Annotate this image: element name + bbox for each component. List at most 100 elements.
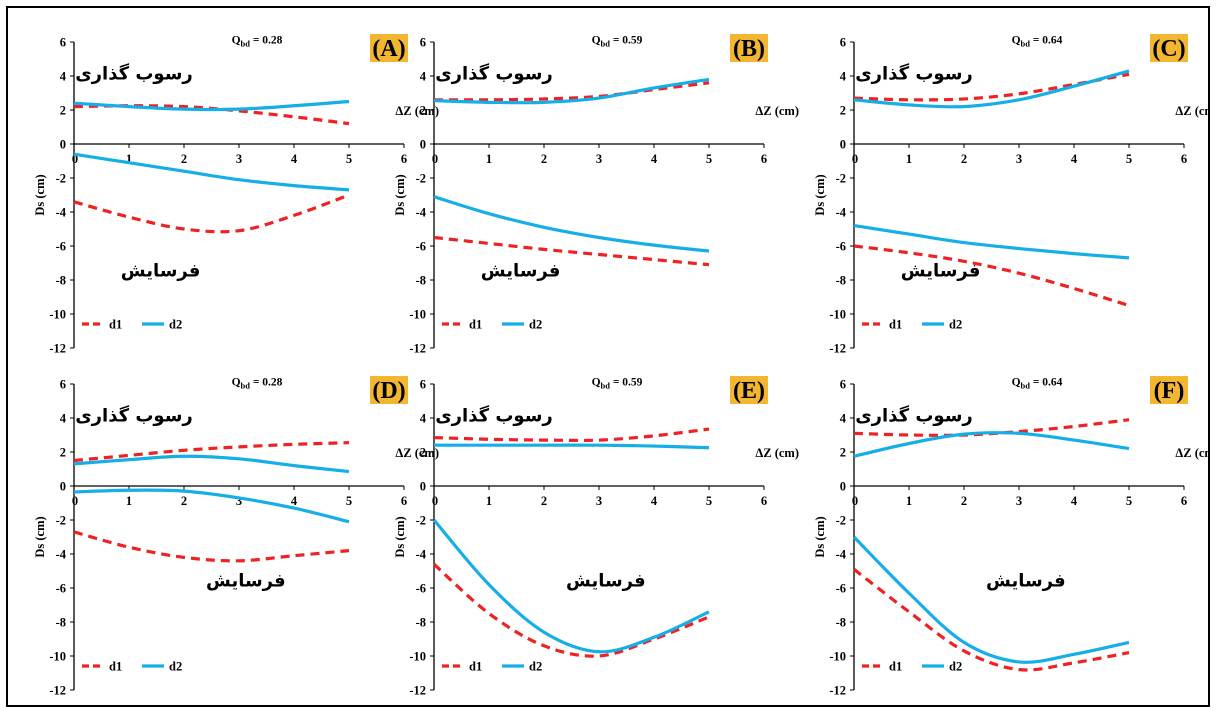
x-tick-label: 3: [1016, 152, 1022, 166]
x-tick-label: 1: [486, 494, 492, 508]
y-tick-label: -10: [409, 308, 426, 322]
y-tick-label: -2: [56, 172, 66, 186]
legend-label-d1: d1: [889, 318, 902, 332]
chart-panel-b: 6 4 2 0 -2 -4 -6 -8 -10 -12 0 1 2 3 4 5 6 ΔZ (cm) Ds (cm) Q…: [393, 34, 799, 356]
series-line-d1-scour: [853, 244, 1130, 308]
y-tick-label: 4: [60, 412, 67, 426]
legend-label-d1: d1: [109, 318, 122, 332]
y-tick-label: 6: [840, 378, 846, 392]
y-tick-label: -2: [836, 514, 846, 528]
x-tick-label: 0: [72, 494, 78, 508]
series-line-d1-deposition: [433, 427, 710, 443]
qbd-label: Qbd = 0.59: [592, 377, 643, 391]
y-tick-label: -4: [56, 548, 67, 562]
y-tick-label: -6: [56, 582, 66, 596]
y-tick-label: 6: [60, 378, 66, 392]
y-tick-label: -12: [49, 684, 66, 698]
y-tick-label: 6: [840, 36, 846, 50]
panel-label-box: [730, 34, 768, 62]
figure-panel-grid: 6 4 2 0 -2 -4 -6 -8 -10 -12 0 1 2 3 4 5 6 ΔZ (cm) Ds (cm) Q…: [6, 6, 1210, 707]
x-tick-label: 4: [1071, 494, 1078, 508]
deposition-label: رسوب گذاری: [75, 62, 193, 84]
series-line-d2-deposition: [433, 443, 710, 450]
y-tick-label: 4: [420, 70, 427, 84]
y-tick-label: -8: [836, 616, 846, 630]
y-tick-label: 6: [420, 36, 426, 50]
series-line-d2-scour: [853, 224, 1130, 260]
series-line-d2-scour: [73, 152, 350, 192]
y-tick-label: -10: [409, 650, 426, 664]
y-tick-label: 2: [60, 104, 66, 118]
panel-label: (E): [733, 378, 765, 404]
chart-panel-e: 6 4 2 0 -2 -4 -6 -8 -10 -12 0 1 2 3 4 5 6 ΔZ (cm) Ds (cm) Q…: [393, 376, 799, 698]
y-tick-label: -6: [836, 582, 846, 596]
x-tick-label: 6: [1181, 494, 1187, 508]
x-axis-title: ΔZ (cm): [755, 104, 799, 118]
series-line-d2-deposition: [73, 454, 350, 474]
x-tick-label: 2: [541, 494, 547, 508]
panel-label: (C): [1152, 36, 1185, 62]
series-line-d2-scour: [852, 535, 1130, 664]
x-tick-label: 6: [761, 152, 767, 166]
panel-label-box: [1150, 34, 1188, 62]
y-tick-label: 4: [420, 412, 427, 426]
deposition-label: رسوب گذاری: [435, 62, 553, 84]
y-axis-title: Ds (cm): [393, 174, 407, 215]
panel-label-box: [370, 34, 408, 62]
x-axis-title: ΔZ (cm): [395, 104, 439, 118]
y-tick-label: -8: [416, 616, 426, 630]
x-tick-label: 2: [961, 152, 967, 166]
y-tick-label: -8: [416, 274, 426, 288]
x-tick-label: 5: [1126, 152, 1132, 166]
qbd-label: Qbd = 0.28: [232, 35, 283, 49]
y-tick-label: -6: [836, 240, 846, 254]
x-axis-title: ΔZ (cm): [755, 446, 799, 460]
y-tick-label: -2: [836, 172, 846, 186]
y-tick-label: 4: [840, 70, 847, 84]
x-tick-label: 3: [236, 152, 242, 166]
series-line-d1-deposition: [433, 81, 710, 102]
x-tick-label: 6: [401, 494, 407, 508]
y-tick-label: 0: [60, 480, 66, 494]
series-line-d1-scour: [73, 193, 350, 234]
qbd-label: Qbd = 0.64: [1012, 377, 1063, 391]
x-tick-label: 0: [72, 152, 78, 166]
y-tick-label: -10: [829, 308, 846, 322]
x-tick-label: 0: [432, 494, 438, 508]
y-tick-label: 0: [420, 480, 426, 494]
y-tick-label: -10: [829, 650, 846, 664]
panel-label-box: [370, 376, 408, 404]
x-tick-label: 1: [906, 152, 912, 166]
y-tick-label: 0: [840, 480, 846, 494]
y-tick-label: -4: [836, 206, 847, 220]
legend-label-d1: d1: [109, 660, 122, 674]
x-tick-label: 4: [651, 494, 658, 508]
scour-label: فرسایش: [121, 261, 201, 282]
series-line-d2-deposition: [853, 431, 1130, 458]
x-tick-label: 1: [126, 494, 132, 508]
y-tick-label: -12: [829, 342, 846, 356]
x-tick-label: 1: [486, 152, 492, 166]
x-tick-label: 2: [181, 152, 187, 166]
y-tick-label: 2: [840, 446, 846, 460]
legend-label-d2: d2: [169, 318, 182, 332]
scour-label: فرسایش: [206, 570, 286, 591]
deposition-label: رسوب گذاری: [435, 404, 553, 426]
series-line-d2-deposition: [853, 69, 1130, 109]
panel-label: (F): [1154, 378, 1185, 404]
series-line-d2-scour: [432, 518, 710, 654]
chart-panel-d: 6 4 2 0 -2 -4 -6 -8 -10 -12 0 1 2 3 4 5 6 ΔZ (cm) Ds (cm) Q…: [33, 376, 439, 698]
y-tick-label: -4: [836, 548, 847, 562]
y-tick-label: -12: [829, 684, 846, 698]
qbd-label: Qbd = 0.28: [232, 377, 283, 391]
panel-label: (B): [733, 36, 765, 62]
y-tick-label: 2: [60, 446, 66, 460]
x-tick-label: 2: [961, 494, 967, 508]
y-tick-label: 6: [60, 36, 66, 50]
y-tick-label: 4: [840, 412, 847, 426]
y-tick-label: -2: [56, 514, 66, 528]
x-tick-label: 5: [346, 494, 352, 508]
x-tick-label: 1: [126, 152, 132, 166]
panel-label: (D): [372, 378, 405, 404]
panel-label-box: [1150, 376, 1188, 404]
